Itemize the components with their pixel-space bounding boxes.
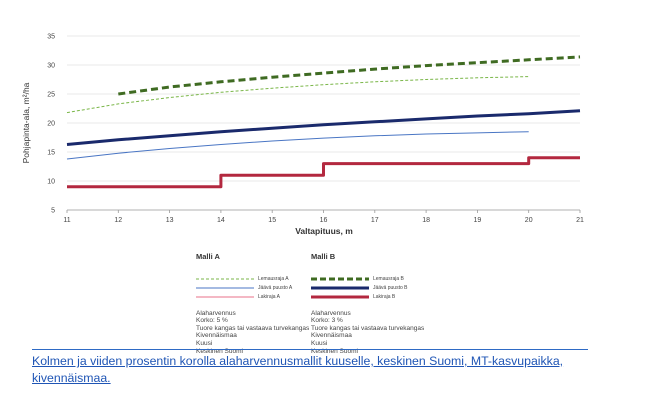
note: Korko: 3 % xyxy=(311,317,343,325)
legend-label: Lemausraja B xyxy=(373,275,404,282)
x-tick-label: 19 xyxy=(474,217,482,224)
legend-model-b: Malli B Lemausraja B Jäävä puusto B Laki… xyxy=(311,253,461,355)
legend-swatch xyxy=(311,277,369,281)
legend-title-b: Malli B xyxy=(311,252,336,261)
grid xyxy=(67,35,580,211)
legend-label: Lemausraja A xyxy=(258,275,289,282)
x-tick-label: 13 xyxy=(166,217,174,224)
legend-label: Jäävä puusto A xyxy=(258,284,293,291)
legend-model-a: Malli A Lemausraja A Jäävä puusto A Laki… xyxy=(196,253,346,355)
x-tick-label: 16 xyxy=(320,217,328,224)
note: Kuusi xyxy=(196,339,213,347)
legend-item-lakiraja-a: Lakiraja A xyxy=(196,293,346,302)
note: Keskinen Suomi xyxy=(196,347,243,355)
legend-swatch xyxy=(196,278,254,280)
line-chart: 5 10 15 20 25 30 35 11 12 13 14 15 16 17 18 19 20 21 Valt… xyxy=(21,34,584,237)
x-axis-label: Valtapituus, m xyxy=(295,226,353,236)
y-tick-label: 25 xyxy=(47,92,55,99)
axes: 5 10 15 20 25 30 35 11 12 13 14 15 16 17 18 19 20 21 xyxy=(47,34,584,225)
series-lines xyxy=(66,55,581,189)
legend-notes-b: Alaharvennus Korko: 3 % Tuore kangas tai… xyxy=(311,310,461,356)
legend-notes-a: Alaharvennus Korko: 5 % Tuore kangas tai… xyxy=(196,310,346,356)
legend-label: Jäävä puusto B xyxy=(373,284,408,291)
note: Kivennäismaa xyxy=(196,332,237,340)
note: Kivennäismaa xyxy=(311,332,352,340)
series-line-lakiraja-b xyxy=(67,156,580,189)
x-tick-label: 15 xyxy=(268,217,276,224)
legend-item-lemausraja-b: Lemausraja B xyxy=(311,275,461,284)
y-tick-label: 15 xyxy=(47,150,55,157)
y-tick-label: 10 xyxy=(47,179,55,186)
note: Tuore kangas tai vastaava turvekangas xyxy=(196,324,310,332)
note: Alaharvennus xyxy=(196,309,236,317)
y-axis-label: Pohjapinta-ala, m²/ha xyxy=(21,82,31,163)
series-line-lemausraja-a xyxy=(66,76,529,114)
legend-label: Lakiraja B xyxy=(373,293,396,300)
note: Tuore kangas tai vastaava turvekangas xyxy=(311,324,425,332)
x-tick-label: 17 xyxy=(371,217,379,224)
x-tick-label: 21 xyxy=(576,217,584,224)
y-tick-label: 30 xyxy=(47,63,55,70)
legend-swatch xyxy=(196,287,254,289)
x-tick-label: 20 xyxy=(525,217,533,224)
legend-title-a: Malli A xyxy=(196,252,220,261)
note: Alaharvennus xyxy=(311,309,351,317)
legend-item-lemausraja-a: Lemausraja A xyxy=(196,275,346,284)
y-tick-label: 20 xyxy=(47,121,55,128)
y-tick-label: 35 xyxy=(47,34,55,41)
legend-swatch xyxy=(311,295,369,299)
legend-item-jaava-puusto-b: Jäävä puusto B xyxy=(311,284,461,293)
y-tick-label: 5 xyxy=(51,208,55,215)
x-tick-label: 18 xyxy=(422,217,430,224)
series-line-j-v-puusto-a xyxy=(66,131,529,160)
legend-label: Lakiraja A xyxy=(258,293,280,300)
series-line-lemausraja-b xyxy=(118,55,581,96)
figure-caption-link[interactable]: Kolmen ja viiden prosentin korolla alaha… xyxy=(32,354,564,385)
note: Kuusi xyxy=(311,339,328,347)
series-line-j-v-puusto-b xyxy=(66,109,581,146)
x-tick-label: 14 xyxy=(217,217,225,224)
legend-swatch xyxy=(311,286,369,290)
x-tick-label: 12 xyxy=(114,217,122,224)
note: Keskinen Suomi xyxy=(311,347,358,355)
x-tick-label: 11 xyxy=(63,217,70,224)
legend-swatch xyxy=(196,296,254,298)
legend-item-jaava-puusto-a: Jäävä puusto A xyxy=(196,284,346,293)
legend-item-lakiraja-b: Lakiraja B xyxy=(311,293,461,302)
note: Korko: 5 % xyxy=(196,317,228,325)
divider xyxy=(32,349,588,350)
